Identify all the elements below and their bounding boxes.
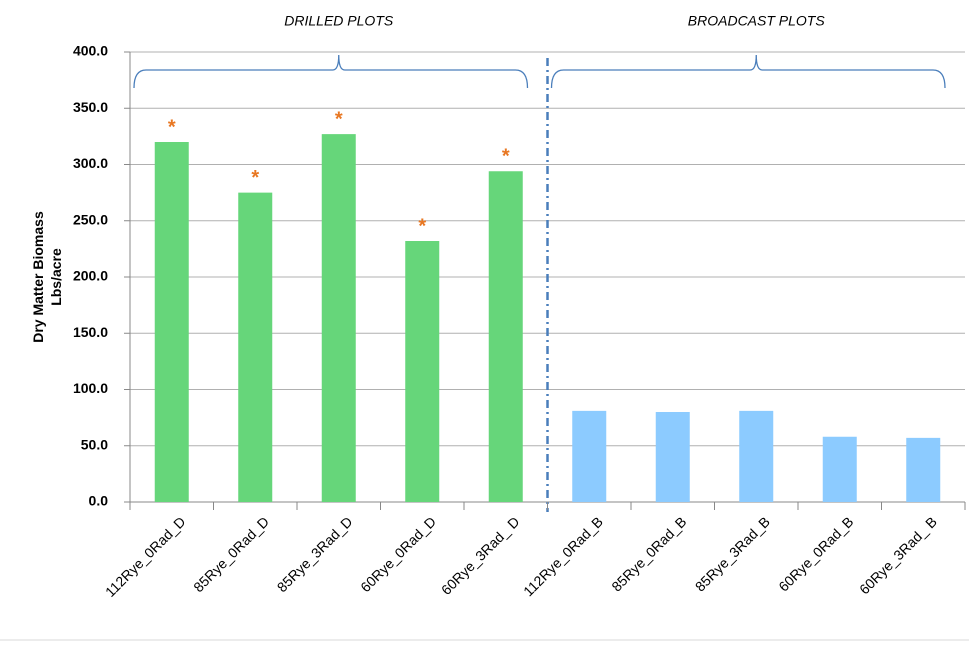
y-tick-label: 350.0 [73,99,108,115]
significance-label: * [251,167,259,189]
y-tick-label: 300.0 [73,155,108,171]
bar [739,410,774,502]
x-tick-label: 112Rye_0Rad_D [102,513,189,600]
x-tick-label: 60Rye_0Rad_B [775,513,856,594]
group-label: DRILLED PLOTS [284,13,394,29]
bar [321,134,356,502]
y-tick-label: 100.0 [73,380,108,396]
bar [405,241,440,502]
x-tick-label: 60Rye_3Rad_ B [856,513,940,597]
significance-label: * [418,215,426,237]
x-tick-label: 60Rye_0Rad_D [357,513,439,595]
y-tick-label: 50.0 [81,436,108,452]
significance-label: * [502,146,510,168]
y-axis-label: Dry Matter Biomass Lbs/acre [30,211,64,343]
x-tick-label: 85Rye_0Rad_D [190,513,272,595]
group-label: BROADCAST PLOTS [688,13,826,29]
y-axis-label-line: Lbs/acre [48,248,64,306]
significance-label: * [168,116,176,138]
group-brace [133,54,529,89]
bar [238,192,273,502]
bar [154,142,189,502]
y-tick-label: 200.0 [73,268,108,284]
group-brace [550,54,946,89]
x-tick-label: 112Rye_0Rad_B [520,513,606,599]
bar [488,171,523,502]
bar [655,412,690,502]
x-tick-label: 60Rye_3Rad_ D [438,513,523,598]
y-tick-label: 250.0 [73,211,108,227]
bar [822,436,857,502]
bar [906,437,941,502]
y-tick-label: 0.0 [89,493,109,509]
y-axis-label-line: Dry Matter Biomass [30,211,46,343]
y-tick-label: 150.0 [73,324,108,340]
x-tick-label: 85Rye_0Rad_B [608,513,689,594]
bar [572,410,607,502]
y-tick-label: 400.0 [73,43,108,59]
significance-label: * [335,108,343,130]
x-tick-label: 85Rye_3Rad_B [692,513,773,594]
x-tick-label: 85Rye_3Rad_D [274,513,356,595]
